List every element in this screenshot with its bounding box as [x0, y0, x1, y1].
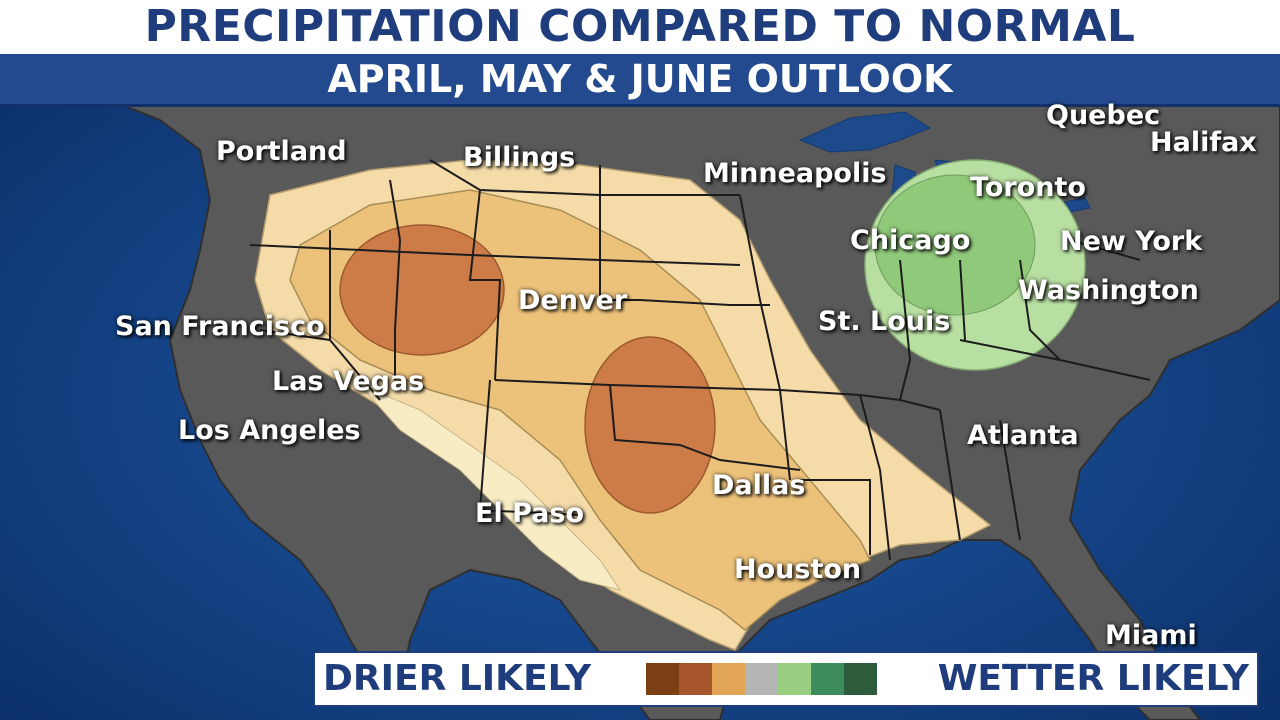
city-label-el-paso: El Paso [475, 498, 585, 529]
city-label-chicago: Chicago [850, 225, 971, 256]
city-label-washington: Washington [1018, 275, 1199, 306]
wet-zone-medium [874, 174, 1036, 316]
precipitation-legend: DRIER LIKELY WETTER LIKELY [313, 651, 1259, 707]
map-subtitle: APRIL, MAY & JUNE OUTLOOK [327, 57, 953, 101]
dry-zone-pale [359, 384, 622, 591]
city-label-miami: Miami [1105, 620, 1197, 651]
legend-color-scale [646, 663, 877, 695]
legend-swatch [811, 663, 844, 695]
city-label-minneapolis: Minneapolis [703, 158, 887, 189]
city-label-houston: Houston [734, 554, 862, 585]
legend-drier-label: DRIER LIKELY [323, 658, 592, 699]
city-label-halifax: Halifax [1150, 127, 1257, 158]
dry-zone-strong-west [339, 224, 505, 356]
state-borders [249, 159, 1151, 561]
legend-swatch [778, 663, 811, 695]
city-label-toronto: Toronto [970, 172, 1086, 203]
legend-swatch [745, 663, 778, 695]
legend-swatch [844, 663, 877, 695]
legend-swatch [646, 663, 679, 695]
legend-swatch [712, 663, 745, 695]
lake-superior [798, 111, 932, 153]
city-label-quebec: Quebec [1046, 100, 1161, 131]
city-label-billings: Billings [463, 142, 576, 173]
legend-wetter-label: WETTER LIKELY [937, 658, 1249, 699]
city-label-st-louis: St. Louis [818, 306, 951, 337]
city-label-las-vegas: Las Vegas [272, 366, 425, 397]
city-label-los-angeles: Los Angeles [178, 415, 361, 446]
city-label-denver: Denver [518, 285, 628, 316]
city-label-portland: Portland [216, 136, 347, 167]
city-label-san-francisco: San Francisco [115, 311, 325, 342]
title-bar: PRECIPITATION COMPARED TO NORMAL [0, 0, 1280, 54]
city-label-new-york: New York [1060, 226, 1203, 257]
city-label-dallas: Dallas [712, 470, 806, 501]
map-title: PRECIPITATION COMPARED TO NORMAL [144, 1, 1136, 52]
city-label-atlanta: Atlanta [967, 420, 1079, 451]
dry-zone-strong-south [584, 336, 716, 514]
subtitle-bar: APRIL, MAY & JUNE OUTLOOK [0, 54, 1280, 107]
legend-swatch [679, 663, 712, 695]
